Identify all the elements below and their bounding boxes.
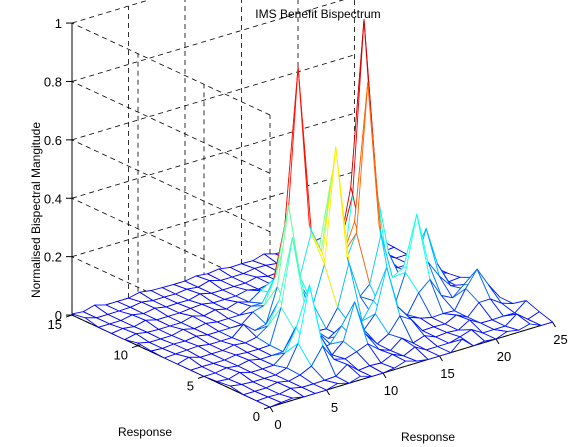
surface-cell xyxy=(527,311,553,326)
surface-mesh xyxy=(71,19,553,408)
x-tick-mark xyxy=(439,355,443,362)
z-tick-label: 0 xyxy=(55,308,62,323)
z-tick-label: 0.8 xyxy=(44,74,62,89)
sidewall-grid-line xyxy=(71,22,271,116)
x-tick-label: 25 xyxy=(553,332,567,347)
z-tick-label: 0.6 xyxy=(44,133,62,148)
sidewall-grid-line xyxy=(71,139,271,233)
x-axis-label: Response xyxy=(401,430,455,444)
x-tick-mark xyxy=(495,338,500,345)
backwall-grid-line xyxy=(71,0,150,24)
x-tick-label: 20 xyxy=(497,349,511,364)
backwall-grid-line xyxy=(71,112,355,199)
y-tick-label: 15 xyxy=(48,317,62,332)
x-tick-label: 0 xyxy=(274,417,281,432)
x-tick-mark xyxy=(382,372,387,379)
x-tick-mark xyxy=(326,389,330,396)
y-tick-label: 5 xyxy=(187,378,194,393)
z-axis-label: Normalised Bispectral Mangitude xyxy=(29,122,43,298)
sidewall-grid-line xyxy=(71,81,271,174)
backwall-grid-line xyxy=(71,0,345,82)
y-tick-mark xyxy=(263,406,271,410)
chart-title: IMS Benefit Bispectrum xyxy=(255,7,380,21)
y-axis-label: Response xyxy=(118,425,172,439)
backwall-grid-line xyxy=(71,54,355,141)
y-tick-mark xyxy=(197,375,205,379)
y-tick-label: 10 xyxy=(114,348,128,363)
z-tick-label: 0.2 xyxy=(44,250,62,265)
x-tick-mark xyxy=(552,321,556,328)
y-tick-mark xyxy=(131,345,139,349)
x-tick-label: 15 xyxy=(440,366,454,381)
z-tick-label: 1 xyxy=(55,16,62,31)
x-tick-label: 10 xyxy=(384,383,398,398)
z-tick-label: 0.4 xyxy=(44,191,62,206)
x-tick-label: 5 xyxy=(331,400,338,415)
x-tick-mark xyxy=(269,406,274,413)
y-tick-label: 0 xyxy=(253,409,260,424)
